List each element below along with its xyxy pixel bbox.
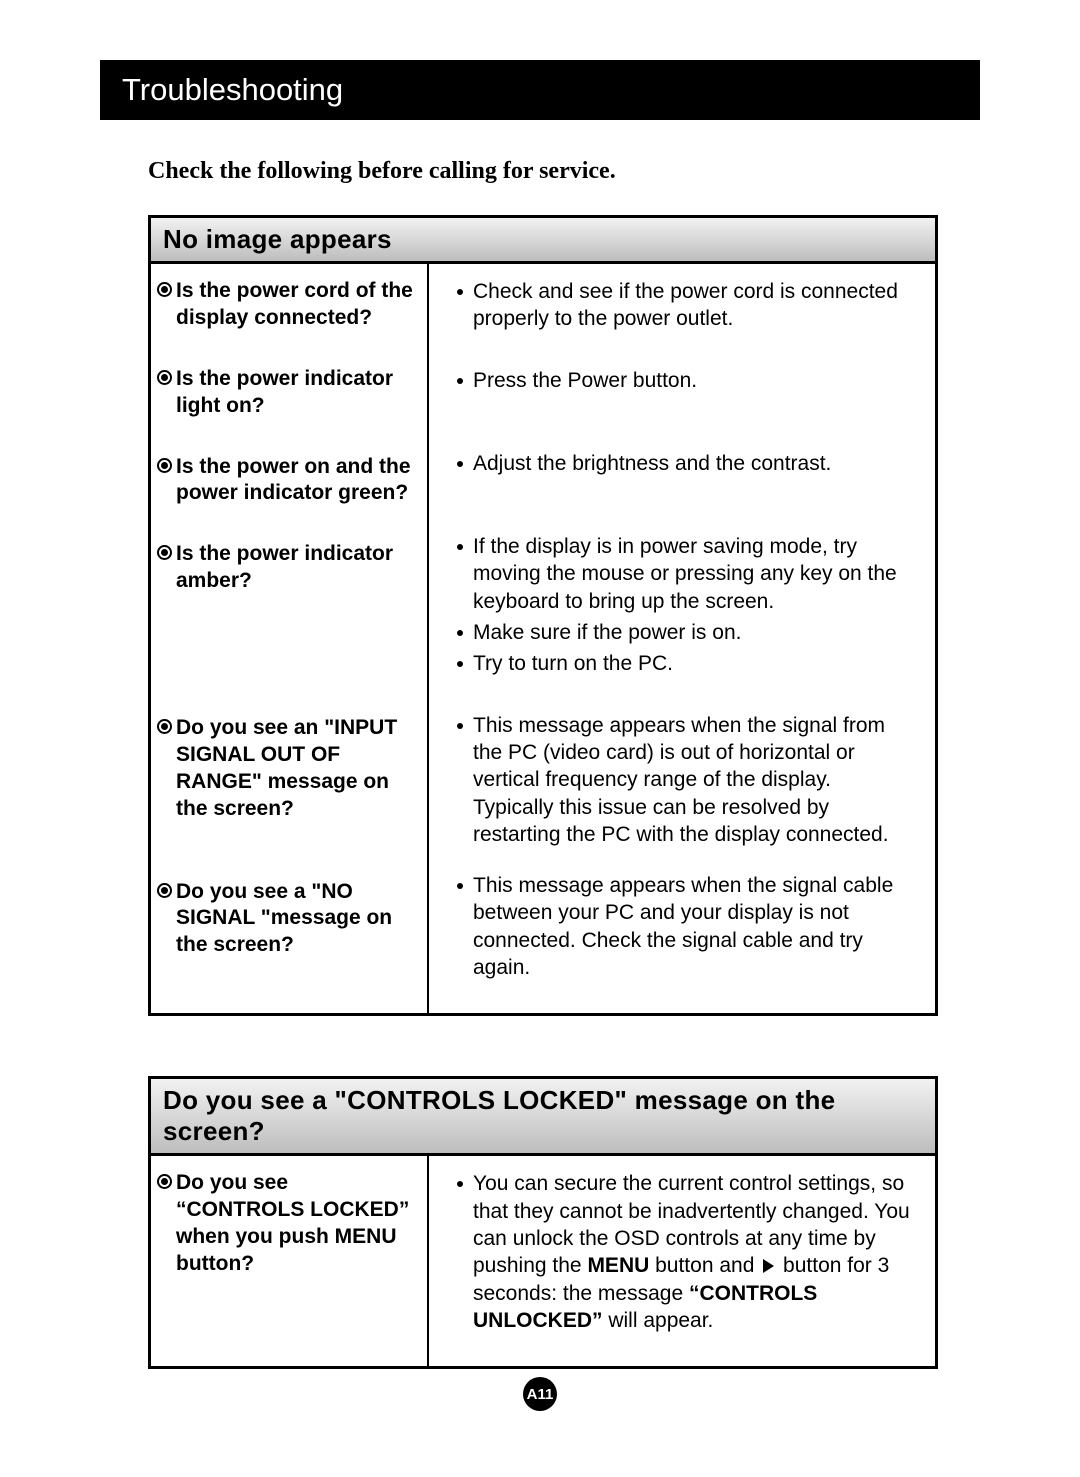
- question: Is the power cord of the display connect…: [157, 278, 421, 332]
- answer: Press the Power button.: [457, 367, 915, 394]
- section-header-text: Do you see a "CONTROLS LOCKED" message o…: [163, 1085, 835, 1146]
- answer-text: Make sure if the power is on.: [473, 619, 915, 646]
- answer-text: Try to turn on the PC.: [473, 650, 915, 677]
- answer: Adjust the brightness and the contrast.: [457, 450, 915, 477]
- answer: You can secure the current control setti…: [457, 1170, 915, 1334]
- dot-icon: [457, 289, 463, 295]
- question: Is the power indicator amber?: [157, 541, 421, 595]
- page-title: Troubleshooting: [122, 72, 343, 108]
- dot-icon: [457, 1181, 463, 1187]
- question-text: Do you see a "NO SIGNAL "message on the …: [176, 879, 421, 960]
- questions-column: Do you see “CONTROLS LOCKED” when you pu…: [151, 1156, 429, 1366]
- answer-text: Press the Power button.: [473, 367, 915, 394]
- question-text: Do you see “CONTROLS LOCKED” when you pu…: [176, 1170, 421, 1278]
- question: Is the power on and the power indicator …: [157, 454, 421, 508]
- question: Do you see an "INPUT SIGNAL OUT OF RANGE…: [157, 715, 421, 823]
- answer-text: If the display is in power saving mode, …: [473, 533, 915, 615]
- question-text: Is the power cord of the display connect…: [176, 278, 421, 332]
- answer-text: Adjust the brightness and the contrast.: [473, 450, 915, 477]
- bullet-icon: [157, 545, 172, 560]
- answer: Check and see if the power cord is conne…: [457, 278, 915, 333]
- section-body: Do you see “CONTROLS LOCKED” when you pu…: [151, 1156, 935, 1366]
- answer: This message appears when the signal fro…: [457, 712, 915, 848]
- section-header: No image appears: [151, 218, 935, 264]
- dot-icon: [457, 661, 463, 667]
- dot-icon: [457, 378, 463, 384]
- question: Do you see “CONTROLS LOCKED” when you pu…: [157, 1170, 421, 1278]
- answer: If the display is in power saving mode, …: [457, 533, 915, 615]
- bullet-icon: [157, 282, 172, 297]
- question-text: Is the power indicator amber?: [176, 541, 421, 595]
- section-header: Do you see a "CONTROLS LOCKED" message o…: [151, 1079, 935, 1156]
- answer: Make sure if the power is on.: [457, 619, 915, 646]
- answer-text: This message appears when the signal cab…: [473, 872, 915, 981]
- dot-icon: [457, 630, 463, 636]
- section-header-text: No image appears: [163, 224, 392, 254]
- bullet-icon: [157, 1174, 172, 1189]
- dot-icon: [457, 544, 463, 550]
- page-number-badge: A11: [523, 1377, 557, 1411]
- bullet-icon: [157, 370, 172, 385]
- section-no-image: No image appears Is the power cord of th…: [148, 215, 938, 1016]
- answer: Try to turn on the PC.: [457, 650, 915, 677]
- bullet-icon: [157, 719, 172, 734]
- dot-icon: [457, 461, 463, 467]
- title-bar: Troubleshooting: [100, 60, 980, 120]
- answer-text: Check and see if the power cord is conne…: [473, 278, 915, 333]
- questions-column: Is the power cord of the display connect…: [151, 264, 429, 1013]
- answer: This message appears when the signal cab…: [457, 872, 915, 981]
- answer-text: You can secure the current control setti…: [473, 1170, 915, 1334]
- question-text: Do you see an "INPUT SIGNAL OUT OF RANGE…: [176, 715, 421, 823]
- question: Do you see a "NO SIGNAL "message on the …: [157, 879, 421, 960]
- dot-icon: [457, 723, 463, 729]
- question-text: Is the power indicator light on?: [176, 366, 421, 420]
- question: Is the power indicator light on?: [157, 366, 421, 420]
- page-number: A11: [527, 1386, 554, 1403]
- bullet-icon: [157, 883, 172, 898]
- play-icon: [763, 1259, 774, 1273]
- bullet-icon: [157, 458, 172, 473]
- answer-text: This message appears when the signal fro…: [473, 712, 915, 848]
- question-text: Is the power on and the power indicator …: [176, 454, 421, 508]
- answers-column: You can secure the current control setti…: [429, 1156, 935, 1366]
- intro-text: Check the following before calling for s…: [148, 158, 980, 185]
- dot-icon: [457, 883, 463, 889]
- section-body: Is the power cord of the display connect…: [151, 264, 935, 1013]
- answers-column: Check and see if the power cord is conne…: [429, 264, 935, 1013]
- section-controls-locked: Do you see a "CONTROLS LOCKED" message o…: [148, 1076, 938, 1369]
